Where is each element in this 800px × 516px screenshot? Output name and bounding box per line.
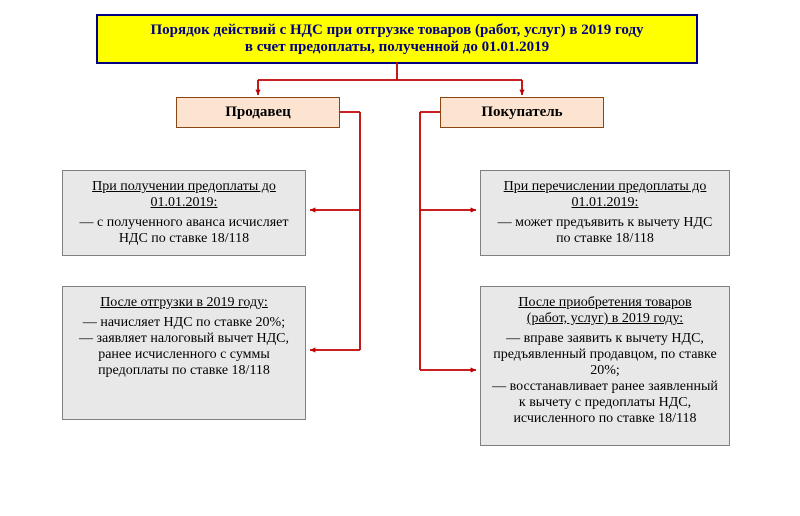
title-box: Порядок действий с НДС при отгрузке това…: [96, 14, 698, 64]
buyer-box2-heading1: После приобретения товаров: [518, 295, 691, 310]
list-item: вправе заявить к вычету НДС, предъявленн…: [491, 331, 719, 379]
seller-label-box: Продавец: [176, 97, 340, 128]
buyer-label: Покупатель: [481, 104, 562, 120]
buyer-box2-heading2: (работ, услуг) в 2019 году:: [527, 311, 683, 326]
list-item: восстанавливает ранее заявленный к вычет…: [491, 379, 719, 427]
title-line2: в счет предоплаты, полученной до 01.01.2…: [245, 39, 549, 55]
seller-box-prepayment: При получении предоплаты до 01.01.2019: …: [62, 170, 306, 256]
list-item: начисляет НДС по ставке 20%;: [73, 315, 295, 331]
seller-box2-list: начисляет НДС по ставке 20%; заявляет на…: [73, 315, 295, 379]
buyer-box1-list: может предъявить к вычету НДС по ставке …: [491, 215, 719, 247]
seller-box1-heading1: При получении предоплаты до: [92, 179, 276, 194]
seller-box1-heading2: 01.01.2019:: [151, 195, 218, 210]
seller-box-shipment: После отгрузки в 2019 году: начисляет НД…: [62, 286, 306, 420]
list-item: заявляет налоговый вычет НДС, ранее исчи…: [73, 331, 295, 379]
seller-box2-heading: После отгрузки в 2019 году:: [100, 295, 268, 310]
buyer-box-acquisition: После приобретения товаров (работ, услуг…: [480, 286, 730, 446]
buyer-box1-heading1: При перечислении предоплаты до: [504, 179, 707, 194]
list-item: с полученного аванса исчисляет НДС по ст…: [73, 215, 295, 247]
seller-box1-list: с полученного аванса исчисляет НДС по ст…: [73, 215, 295, 247]
buyer-box1-heading2: 01.01.2019:: [572, 195, 639, 210]
list-item: может предъявить к вычету НДС по ставке …: [491, 215, 719, 247]
seller-label: Продавец: [225, 104, 291, 120]
buyer-label-box: Покупатель: [440, 97, 604, 128]
buyer-box-prepayment: При перечислении предоплаты до 01.01.201…: [480, 170, 730, 256]
buyer-box2-list: вправе заявить к вычету НДС, предъявленн…: [491, 331, 719, 427]
title-line1: Порядок действий с НДС при отгрузке това…: [150, 22, 643, 38]
